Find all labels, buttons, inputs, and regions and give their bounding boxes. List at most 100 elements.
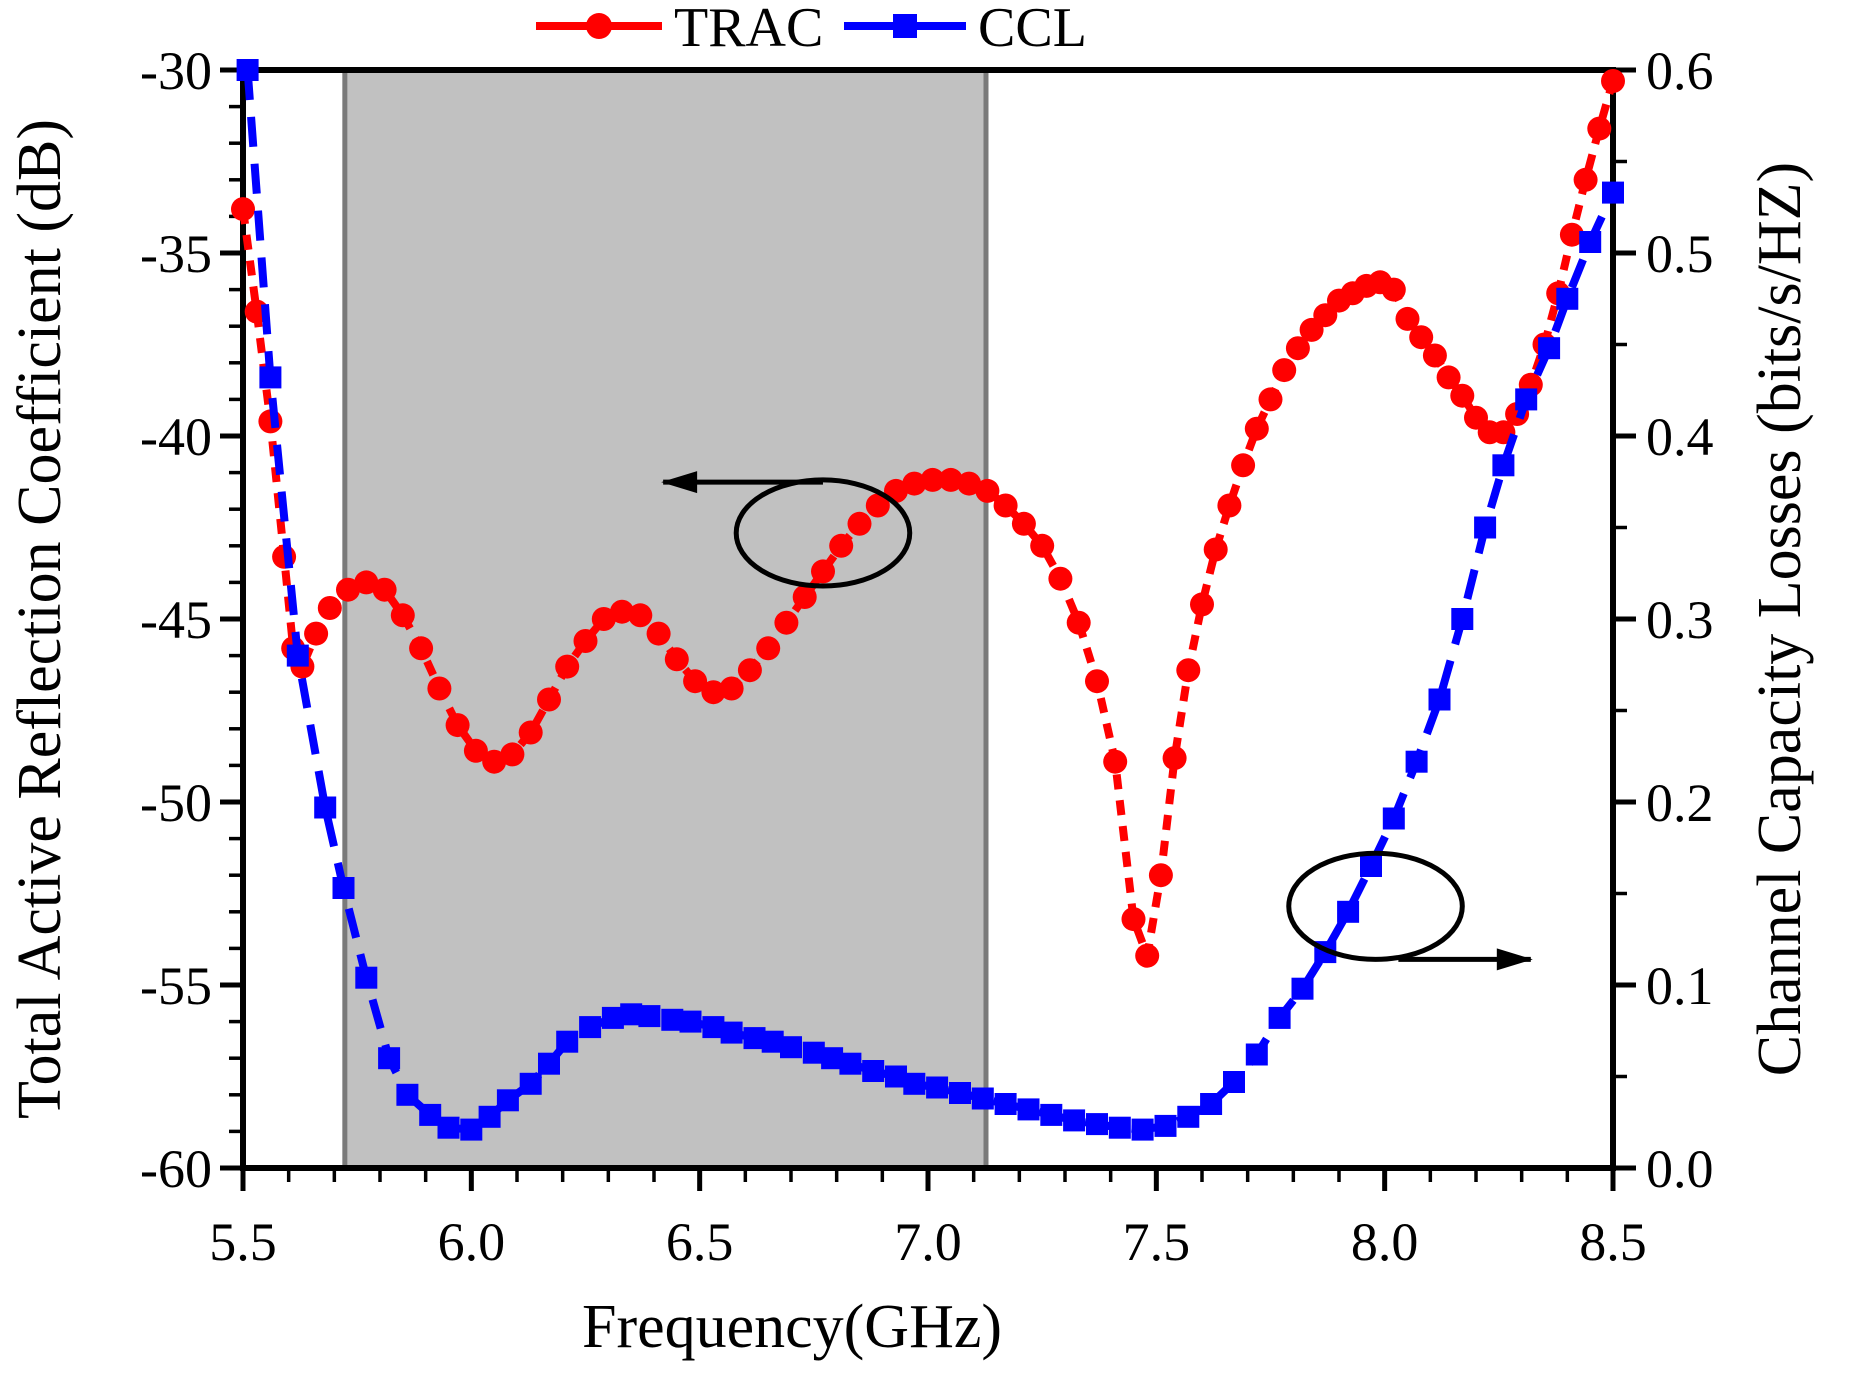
ccl-marker xyxy=(1200,1093,1223,1115)
y-left-tick-label: -30 xyxy=(140,41,212,101)
trac-marker xyxy=(993,493,1018,518)
plot-frame-layer xyxy=(240,67,1616,1171)
annotation-arrowhead-trac-indicator xyxy=(661,471,698,494)
y-left-tick-label: -45 xyxy=(140,590,212,650)
ccl-marker xyxy=(378,1047,401,1070)
trac-marker xyxy=(1085,669,1109,694)
ccl-marker xyxy=(1086,1113,1108,1136)
shaded-band xyxy=(344,70,986,1168)
trac-marker xyxy=(1436,365,1461,390)
trac-marker xyxy=(756,636,781,661)
ccl-marker xyxy=(1177,1105,1200,1128)
ccl-marker xyxy=(971,1087,994,1110)
ccl-marker xyxy=(355,966,378,989)
ccl-marker xyxy=(620,1003,643,1026)
ccl-marker xyxy=(259,366,282,389)
legend-label-ccl: CCL xyxy=(978,0,1087,59)
ccl-marker xyxy=(926,1076,949,1099)
trac-marker xyxy=(628,603,653,628)
annotations-layer xyxy=(661,471,1533,971)
trac-marker xyxy=(1422,343,1447,368)
ccl-marker xyxy=(1154,1114,1177,1137)
trac-marker xyxy=(354,570,379,595)
trac-marker xyxy=(1395,306,1420,331)
ccl-marker xyxy=(332,877,355,899)
trac-marker xyxy=(1030,533,1055,558)
trac-marker xyxy=(610,599,634,624)
ccl-marker xyxy=(556,1030,579,1053)
trac-marker xyxy=(1231,453,1256,478)
trac-marker xyxy=(1190,592,1214,617)
ccl-marker xyxy=(1474,516,1497,539)
trac-marker xyxy=(829,533,854,558)
trac-marker xyxy=(555,654,580,679)
trac-marker xyxy=(336,577,360,602)
legend-samples-layer xyxy=(536,13,966,39)
trac-marker xyxy=(1272,358,1297,383)
trac-marker xyxy=(938,467,963,492)
shaded-band-layer xyxy=(342,70,989,1168)
y-right-tick-label: 0.5 xyxy=(1646,224,1714,284)
trac-marker xyxy=(1285,336,1310,361)
ccl-marker xyxy=(802,1041,825,1064)
y-right-tick-label: 0.1 xyxy=(1646,956,1714,1016)
trac-marker xyxy=(847,511,872,536)
y-left-tick-label: -40 xyxy=(140,407,212,467)
y-right-axis-title: Channel Capacity Losses (bits/s/HZ) xyxy=(1746,162,1814,1076)
ccl-marker xyxy=(601,1006,624,1029)
trac-marker xyxy=(231,197,255,222)
ccl-marker xyxy=(994,1093,1017,1115)
trac-marker xyxy=(591,607,616,631)
trac-marker xyxy=(304,621,329,646)
y-right-tick-label: 0.3 xyxy=(1646,590,1714,650)
trac-marker xyxy=(482,749,507,774)
ccl-marker xyxy=(538,1052,560,1075)
trac-marker xyxy=(737,658,762,683)
ccl-marker xyxy=(1291,977,1314,1000)
ccl-marker xyxy=(478,1105,501,1128)
ccl-marker xyxy=(1063,1109,1086,1132)
ccl-marker xyxy=(1405,750,1428,773)
ccl-marker xyxy=(1579,231,1602,253)
trac-marker xyxy=(1048,566,1073,591)
ccl-marker xyxy=(1131,1118,1154,1141)
trac-marker xyxy=(1135,943,1160,968)
trac-marker xyxy=(1011,511,1036,536)
plot-frame xyxy=(240,67,1616,1171)
ccl-marker xyxy=(1602,181,1624,204)
trac-marker xyxy=(1450,383,1475,408)
ccl-marker xyxy=(1556,287,1579,310)
trac-marker xyxy=(701,680,726,705)
trac-marker xyxy=(1587,116,1612,141)
ccl-marker xyxy=(679,1010,702,1033)
trac-marker xyxy=(537,687,561,712)
trac-marker xyxy=(1066,610,1091,635)
ccl-marker xyxy=(1223,1071,1245,1093)
trac-marker xyxy=(1103,749,1128,774)
trac-marker xyxy=(811,559,835,584)
trac-marker xyxy=(1409,325,1434,350)
trac-marker xyxy=(975,478,1000,503)
trac-marker xyxy=(664,647,689,672)
ccl-marker xyxy=(419,1103,442,1126)
ccl-marker xyxy=(1382,807,1405,830)
trac-marker xyxy=(1573,167,1598,192)
y-left-tick-label: -55 xyxy=(140,956,212,1016)
trac-marker xyxy=(1559,222,1584,247)
x-axis-title: Frequency(GHz) xyxy=(582,1293,1002,1361)
ccl-marker xyxy=(519,1072,542,1095)
legend-label-trac: TRAC xyxy=(674,0,823,59)
series-layer xyxy=(231,59,1625,1141)
trac-marker xyxy=(1381,277,1406,302)
ccl-marker xyxy=(1337,900,1360,923)
trac-marker xyxy=(902,471,927,496)
ccl-marker xyxy=(1428,688,1451,711)
ccl-marker xyxy=(460,1118,483,1141)
trac-marker xyxy=(1176,658,1201,683)
ccl-marker xyxy=(885,1065,907,1088)
y-right-tick-label: 0.2 xyxy=(1646,773,1714,833)
ccl-marker xyxy=(1040,1103,1063,1126)
ccl-marker xyxy=(496,1089,519,1112)
trac-marker xyxy=(865,493,890,518)
